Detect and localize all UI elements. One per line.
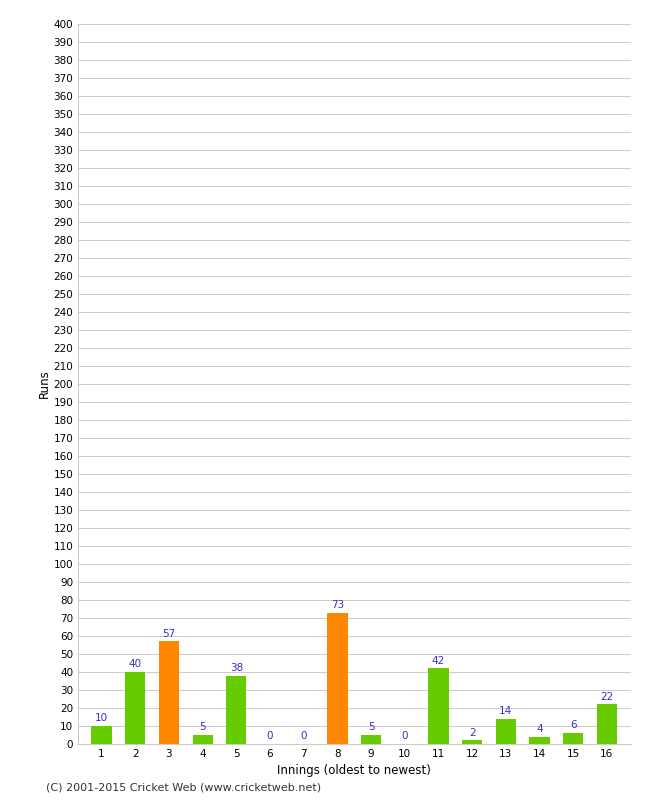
Text: 0: 0	[300, 731, 307, 742]
Text: 57: 57	[162, 629, 176, 638]
Bar	[192, 735, 213, 744]
Bar	[92, 726, 112, 744]
Bar	[462, 741, 482, 744]
Text: 10: 10	[95, 714, 108, 723]
Bar	[226, 675, 246, 744]
Bar	[361, 735, 381, 744]
Text: 40: 40	[129, 659, 142, 670]
Text: 38: 38	[229, 663, 243, 673]
Text: 6: 6	[570, 721, 577, 730]
Y-axis label: Runs: Runs	[38, 370, 51, 398]
Bar	[328, 613, 348, 744]
Text: 22: 22	[601, 692, 614, 702]
Bar	[597, 704, 617, 744]
Text: 4: 4	[536, 724, 543, 734]
Text: 5: 5	[200, 722, 206, 732]
Text: 0: 0	[266, 731, 273, 742]
Text: 2: 2	[469, 728, 475, 738]
Text: 73: 73	[331, 600, 344, 610]
Bar	[159, 642, 179, 744]
Text: 0: 0	[402, 731, 408, 742]
Text: 5: 5	[368, 722, 374, 732]
Bar	[125, 672, 146, 744]
Bar	[563, 733, 583, 744]
Bar	[428, 668, 448, 744]
Bar	[496, 718, 516, 744]
Text: (C) 2001-2015 Cricket Web (www.cricketweb.net): (C) 2001-2015 Cricket Web (www.cricketwe…	[46, 782, 320, 792]
Bar	[530, 737, 550, 744]
Text: 14: 14	[499, 706, 512, 716]
X-axis label: Innings (oldest to newest): Innings (oldest to newest)	[278, 765, 431, 778]
Text: 42: 42	[432, 656, 445, 666]
